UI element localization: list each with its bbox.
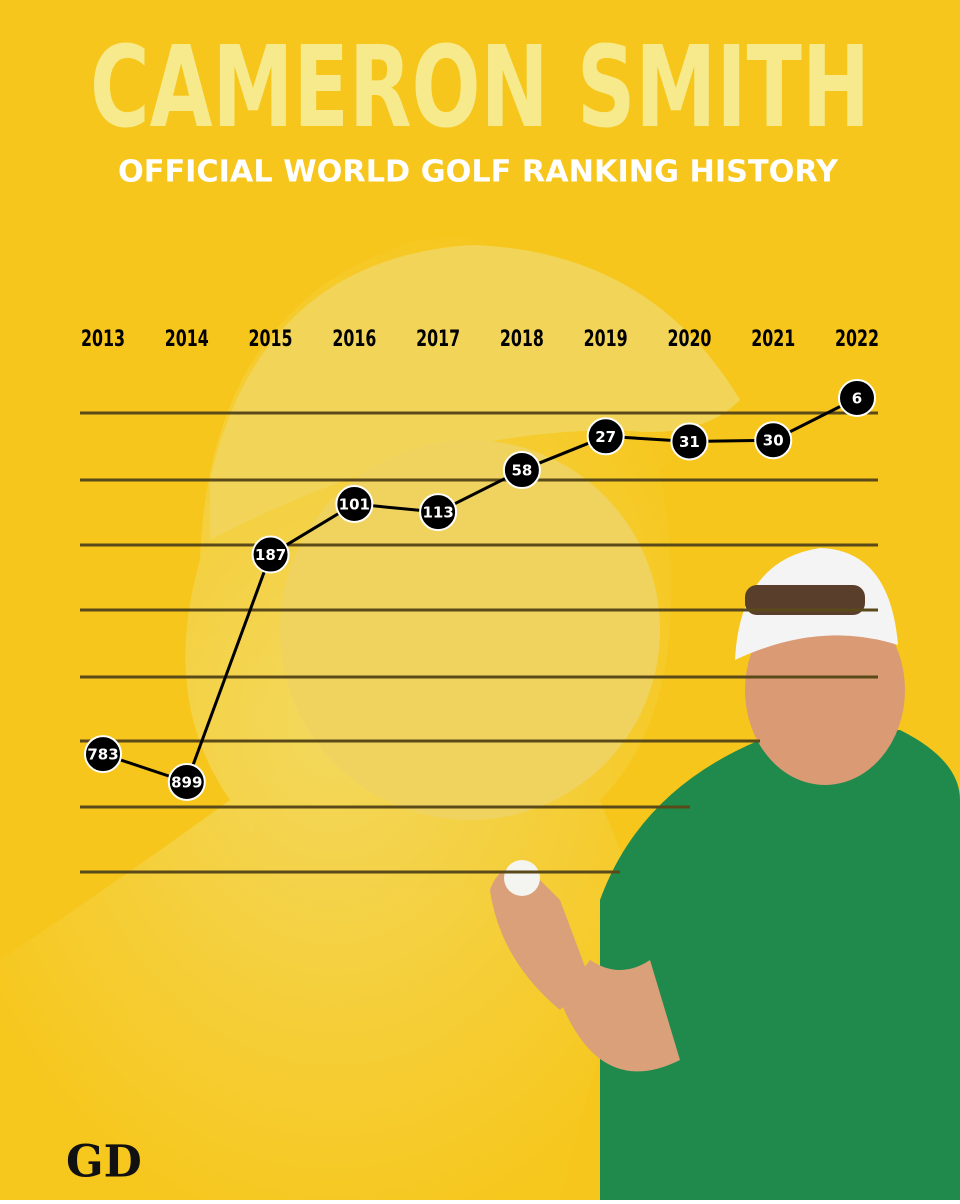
x-tick-label: 2020	[667, 327, 711, 352]
data-label: 6	[852, 390, 862, 408]
x-tick-label: 2019	[584, 327, 628, 352]
x-tick-label: 2021	[751, 327, 795, 352]
point	[502, 451, 541, 490]
data-label: 31	[679, 433, 700, 451]
point	[84, 735, 122, 774]
data-label: 30	[763, 432, 784, 450]
point	[586, 417, 625, 456]
data-label: 187	[255, 546, 286, 564]
x-tick-label: 2015	[249, 327, 293, 352]
x-tick-label: 2014	[165, 327, 209, 352]
x-tick-label: 2017	[416, 327, 460, 352]
point	[838, 379, 876, 417]
chart-title: OFFICIAL WORLD GOLF RANKING HISTORY	[118, 155, 839, 190]
point	[335, 484, 374, 523]
point	[419, 493, 458, 532]
data-label: 27	[595, 428, 616, 446]
data-label: 783	[87, 746, 118, 764]
point	[754, 421, 793, 460]
line	[102, 396, 858, 784]
point	[670, 422, 709, 461]
point	[167, 763, 206, 801]
data-label: 101	[339, 495, 370, 513]
x-tick-label: 2018	[500, 327, 544, 352]
guide-lines	[80, 411, 878, 874]
golfer-photo	[490, 548, 960, 1200]
x-tick-label: 2013	[81, 327, 125, 352]
data-label: 113	[422, 504, 453, 522]
x-tick-label: 2022	[835, 327, 879, 352]
data-label: 58	[511, 462, 532, 480]
point	[251, 535, 290, 574]
page-title: CAMERON SMITH	[90, 23, 870, 153]
x-tick-label: 2016	[332, 327, 376, 352]
data-label: 899	[171, 774, 202, 792]
logo: GD	[66, 1137, 142, 1188]
